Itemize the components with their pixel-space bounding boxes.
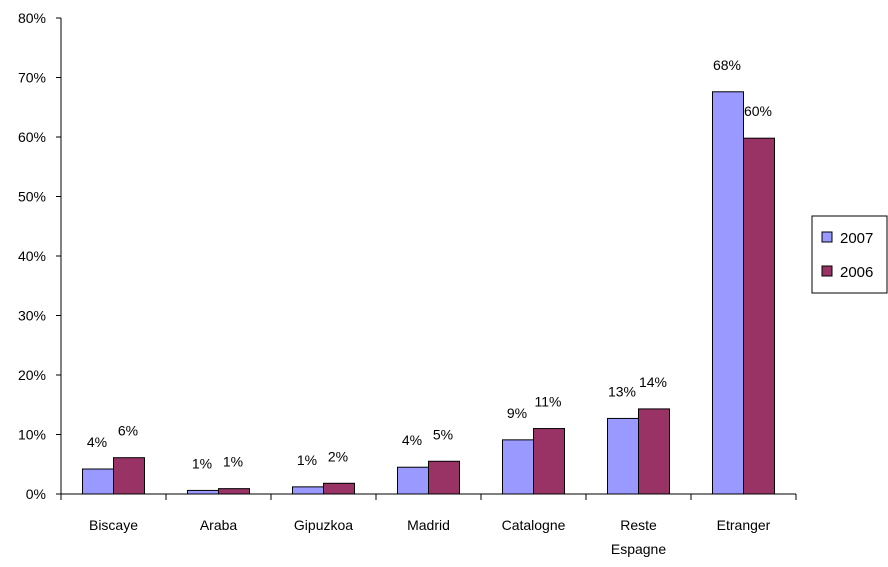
bar-2007	[82, 468, 114, 495]
x-category-label: Madrid	[407, 517, 450, 533]
y-tick-label: 70%	[18, 70, 46, 86]
data-label-2006: 14%	[639, 374, 667, 390]
bar-2006	[638, 408, 670, 495]
bar-2007	[292, 486, 324, 495]
bar-2006	[323, 482, 355, 495]
data-label-2007: 1%	[192, 455, 212, 471]
data-label-2007: 13%	[608, 383, 636, 399]
data-label-2006: 2%	[328, 448, 348, 464]
bars	[82, 91, 775, 495]
data-label-2007: 1%	[297, 452, 317, 468]
data-label-2006: 1%	[223, 454, 243, 470]
x-category-label: Catalogne	[502, 517, 566, 533]
legend-box	[811, 215, 888, 294]
bar-2006	[428, 460, 460, 495]
data-label-2007: 9%	[507, 405, 527, 421]
data-label-2007: 4%	[87, 434, 107, 450]
x-category-label: Espagne	[611, 541, 666, 557]
bar-2007	[187, 489, 219, 495]
y-tick-label: 30%	[18, 308, 46, 324]
bar-2007	[502, 439, 534, 495]
legend-swatch-2007	[821, 231, 833, 243]
x-category-label: Biscaye	[89, 517, 138, 533]
x-axis: Biscaye Araba Gipuzkoa Madrid Catalogne Reste…	[60, 493, 797, 557]
x-category-label: Gipuzkoa	[294, 517, 353, 533]
legend-label-2007: 2007	[840, 230, 873, 247]
y-tick-label: 0%	[26, 486, 46, 502]
bar-2006	[218, 488, 250, 495]
bar-2007	[712, 91, 744, 495]
bar-2006	[533, 428, 565, 495]
y-tick-label: 50%	[18, 189, 46, 205]
data-label-2006: 11%	[535, 394, 562, 410]
data-label-2006: 60%	[744, 103, 772, 119]
bar-2006	[743, 137, 775, 495]
data-labels: 4% 1% 1% 4% 9% 13% 68% 6% 1% 2% 5% 11% 14% 60%	[87, 57, 772, 472]
x-category-label: Reste	[620, 517, 657, 533]
bar-2007	[607, 417, 639, 495]
bar-2006	[113, 457, 145, 495]
y-axis: 0% 10% 20% 30% 40% 50% 60% 70% 80%	[18, 10, 62, 502]
y-tick-label: 20%	[18, 367, 46, 383]
data-label-2007: 4%	[402, 432, 422, 448]
data-label-2007: 68%	[713, 57, 741, 73]
bar-2007	[397, 466, 429, 495]
x-category-label: Etranger	[717, 517, 771, 533]
y-tick-label: 80%	[18, 10, 46, 26]
data-label-2006: 6%	[118, 423, 138, 439]
data-label-2006: 5%	[433, 426, 453, 442]
legend: 2007 2006	[811, 215, 888, 294]
legend-swatch-2006	[821, 265, 833, 277]
legend-label-2006: 2006	[840, 264, 873, 281]
y-tick-label: 60%	[18, 129, 46, 145]
x-category-label: Araba	[200, 517, 238, 533]
y-tick-label: 10%	[18, 427, 46, 443]
y-tick-label: 40%	[18, 248, 46, 264]
